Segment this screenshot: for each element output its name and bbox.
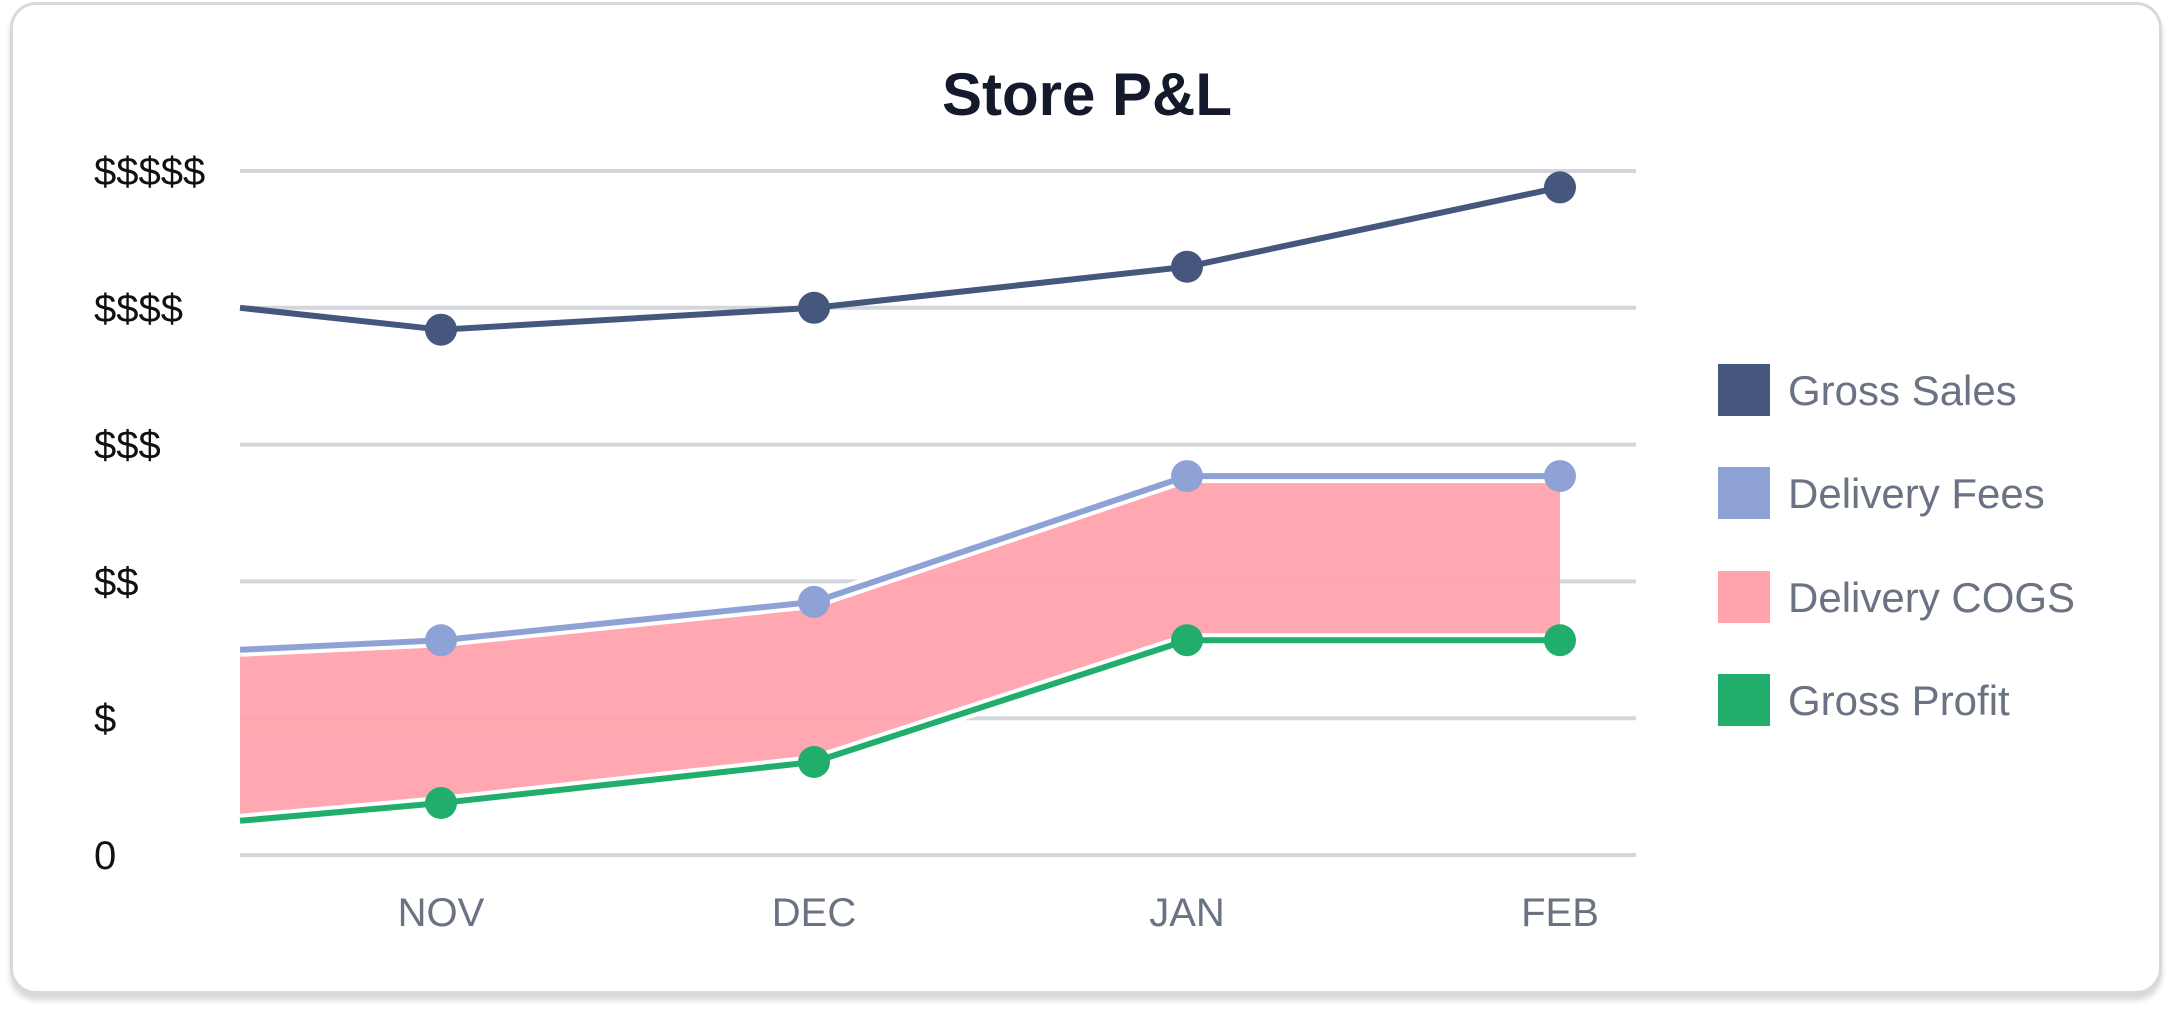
plot-area <box>239 171 1576 828</box>
gross-sales-point <box>798 291 830 324</box>
delivery-fees-point <box>1544 460 1576 493</box>
x-axis-ticks: NOV DEC JAN FEB <box>398 891 1599 935</box>
legend-swatch-delivery-cogs <box>1718 571 1770 623</box>
gross-profit-point <box>1171 624 1203 657</box>
legend-label-delivery-fees: Delivery Fees <box>1788 470 2045 517</box>
gross-sales-point <box>1544 171 1576 204</box>
x-tick-label: JAN <box>1149 891 1225 935</box>
delivery-cogs-area <box>240 476 1560 821</box>
delivery-fees-point <box>1171 460 1203 493</box>
y-tick-label: $$$ <box>94 424 161 468</box>
chart-card <box>10 2 2162 994</box>
y-tick-label: $$$$ <box>94 287 183 331</box>
delivery-fees-point <box>425 624 457 657</box>
legend: Gross Sales Delivery Fees Delivery COGS Gro… <box>1718 364 2075 726</box>
y-tick-label: $$$$$ <box>94 150 205 194</box>
y-tick-label: $$ <box>94 560 139 604</box>
x-tick-label: DEC <box>772 891 856 935</box>
x-tick-label: NOV <box>398 891 485 935</box>
gross-profit-point <box>798 745 830 778</box>
x-tick-label: FEB <box>1521 891 1599 935</box>
legend-label-delivery-cogs: Delivery COGS <box>1788 574 2075 621</box>
y-tick-label: $ <box>94 697 116 741</box>
legend-label-gross-profit: Gross Profit <box>1788 677 2010 724</box>
delivery-fees-point <box>798 585 830 618</box>
legend-swatch-gross-sales <box>1718 364 1770 416</box>
gross-profit-point <box>425 787 457 820</box>
legend-swatch-gross-profit <box>1718 674 1770 726</box>
legend-label-gross-sales: Gross Sales <box>1788 367 2017 414</box>
gross-profit-point <box>1544 624 1576 657</box>
gross-sales-point <box>425 313 457 346</box>
chart-title: Store P&L <box>942 61 1232 128</box>
legend-swatch-delivery-fees <box>1718 467 1770 519</box>
y-tick-label: 0 <box>94 834 116 878</box>
gross-sales-point <box>1171 250 1203 283</box>
y-axis-ticks: 0$$$$$$$$$$$$$$$ <box>94 150 205 878</box>
